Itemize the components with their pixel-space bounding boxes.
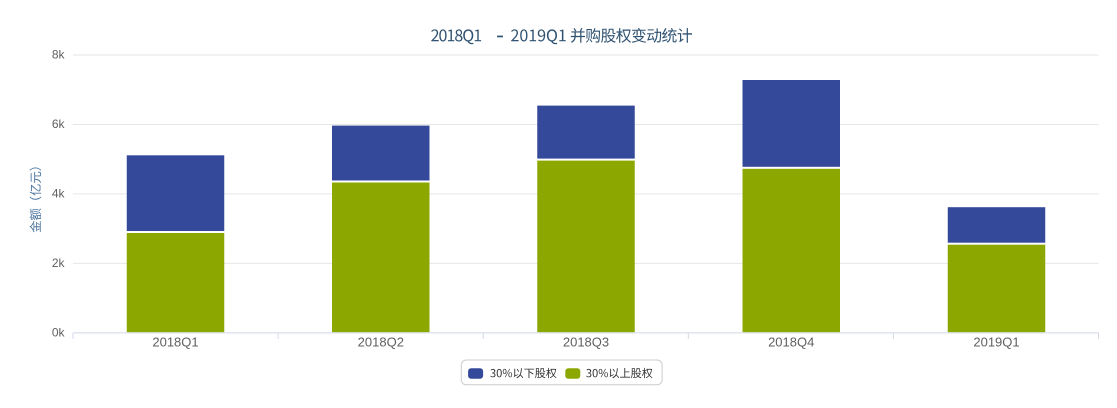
svg-text:8k: 8k — [52, 48, 66, 62]
svg-text:4k: 4k — [52, 187, 66, 201]
svg-text:2019Q1: 2019Q1 — [973, 334, 1019, 349]
svg-text:2k: 2k — [52, 256, 66, 270]
svg-text:2018Q2: 2018Q2 — [358, 334, 404, 349]
svg-text:6k: 6k — [52, 117, 66, 131]
svg-text:0k: 0k — [52, 326, 66, 340]
svg-text:2018Q1: 2018Q1 — [152, 334, 198, 349]
svg-text:2018Q3: 2018Q3 — [563, 334, 609, 349]
svg-text:2018Q4: 2018Q4 — [768, 334, 814, 349]
